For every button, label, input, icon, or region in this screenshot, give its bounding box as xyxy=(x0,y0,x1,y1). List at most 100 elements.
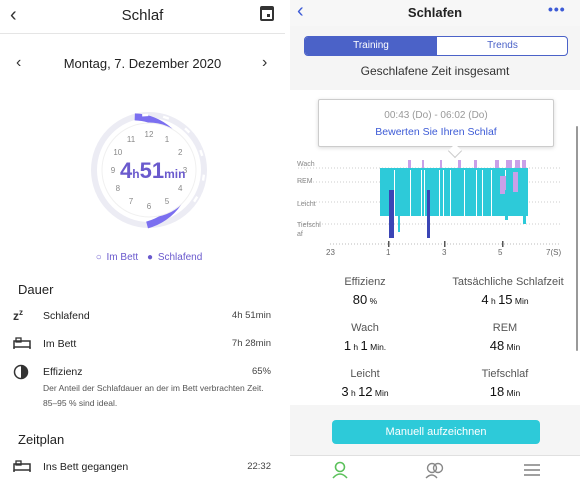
stage-transition-gap xyxy=(443,170,444,216)
asleep-gap-mark xyxy=(193,195,199,203)
asleep-gap-mark xyxy=(199,149,204,157)
sleep-detail-panel: ‹ Schlaf ‹ Montag, 7. Dezember 2020 › 12… xyxy=(0,0,285,483)
deep-sleep-segment xyxy=(427,190,430,238)
x-tick: 7(S) xyxy=(546,248,562,257)
calendar-icon[interactable] xyxy=(260,6,274,21)
hour-label: 6 xyxy=(147,202,152,211)
date-navigator: ‹ Montag, 7. Dezember 2020 › xyxy=(0,52,285,76)
page-title: Schlaf xyxy=(121,7,164,24)
stat-label-awake: Wach xyxy=(351,322,379,334)
stage-label-deep-2: af xyxy=(297,231,303,238)
manual-record-button[interactable]: Manuell aufzeichnen xyxy=(332,420,540,444)
x-tick: 5 xyxy=(498,248,503,257)
x-tick: 3 xyxy=(442,248,447,257)
duration-section-title: Dauer xyxy=(18,282,54,297)
stage-label-awake: Wach xyxy=(297,161,315,168)
tooltip-time-range: 00:43 (Do) - 06:02 (Do) xyxy=(384,110,488,121)
zzz-icon: zz xyxy=(13,308,23,323)
awake-segment xyxy=(500,176,506,194)
stat-value-light: 3 h 12 Min xyxy=(341,384,389,399)
x-tick: 23 xyxy=(326,248,335,257)
back-chevron-icon[interactable]: ‹ xyxy=(10,4,17,26)
view-segmented-control: Training Trends xyxy=(304,36,568,56)
rate-sleep-link[interactable]: Bewerten Sie Ihren Schlaf xyxy=(375,126,497,138)
bottom-tab-bar xyxy=(290,455,580,483)
current-date: Montag, 7. Dezember 2020 xyxy=(63,56,222,71)
stage-transition-gap xyxy=(439,170,440,216)
stat-label-deep: Tiefschlaf xyxy=(481,368,529,380)
header: ‹ Schlafen ••• xyxy=(290,0,580,26)
asleep-gap-mark xyxy=(162,115,170,120)
page-title: Schlafen xyxy=(407,5,463,20)
stat-value-efficiency: 80 % xyxy=(352,292,378,307)
deep-sleep-segment xyxy=(389,190,394,238)
stat-value-rem: 48 Min xyxy=(489,338,521,353)
hour-label: 11 xyxy=(127,135,136,144)
sleep-stage-chart xyxy=(298,160,560,247)
stage-transition-gap xyxy=(394,170,395,216)
stage-label-deep-1: Tiefschl xyxy=(297,222,321,229)
stage-transition-gap xyxy=(491,170,492,216)
awake-segment xyxy=(474,160,477,168)
stage-transition-gap xyxy=(482,170,483,216)
more-options-icon[interactable]: ••• xyxy=(548,1,566,17)
hour-label: 7 xyxy=(129,197,134,206)
stage-transition-gap xyxy=(410,170,411,216)
stat-value-actual-sleep: 4 h 15 Min xyxy=(481,292,529,307)
header: ‹ Schlaf xyxy=(0,0,285,34)
previous-day-chevron-icon[interactable]: ‹ xyxy=(16,54,22,71)
in-bed-legend: ○ Im Bett xyxy=(95,252,139,263)
light-segment xyxy=(505,190,508,220)
schedule-row-bedtime: Ins Bett gegangen 22:32 xyxy=(0,459,285,479)
stage-label-light: Leicht xyxy=(297,201,316,208)
stage-transition-gap xyxy=(421,170,422,216)
stage-transition-gap xyxy=(464,170,465,216)
axis-tick xyxy=(502,241,504,247)
menu-icon[interactable] xyxy=(522,461,542,479)
awake-segment xyxy=(440,160,442,168)
stage-transition-gap xyxy=(450,170,451,216)
light-segment xyxy=(398,210,400,232)
community-icon[interactable] xyxy=(424,461,444,479)
stage-transition-gap xyxy=(476,170,477,216)
stat-label-rem: REM xyxy=(492,322,518,334)
hour-label: 8 xyxy=(116,184,121,193)
sleep-dial: 12 1 2 3 4 5 6 7 8 9 10 11 4h51min xyxy=(82,92,216,246)
hour-label: 4 xyxy=(178,184,183,193)
hour-label: 12 xyxy=(145,130,154,139)
stat-label-efficiency: Effizienz xyxy=(344,276,386,288)
bed-icon xyxy=(13,336,31,352)
light-segment xyxy=(523,194,526,224)
axis-tick xyxy=(388,241,390,247)
asleep-gap-mark xyxy=(201,174,206,181)
stat-label-light: Leicht xyxy=(350,368,380,380)
awake-segment xyxy=(408,160,411,168)
tab-training[interactable]: Training xyxy=(305,37,437,55)
duration-text: 4h51min xyxy=(120,158,185,183)
schedule-section-title: Zeitplan xyxy=(18,432,65,447)
back-chevron-icon[interactable]: ‹ xyxy=(297,0,304,22)
awake-segment xyxy=(495,160,499,168)
tab-trends[interactable]: Trends xyxy=(436,37,567,55)
stage-transition-gap xyxy=(424,170,425,216)
sleep-training-panel: ‹ Schlafen ••• Training Trends Geschlafe… xyxy=(290,0,580,483)
scrollbar[interactable] xyxy=(576,126,578,351)
awake-segment xyxy=(506,160,512,168)
hour-label: 1 xyxy=(165,135,170,144)
stat-value-deep: 18 Min xyxy=(489,384,521,399)
x-tick: 1 xyxy=(386,248,391,257)
light-segment xyxy=(518,168,526,194)
hour-label: 10 xyxy=(113,148,122,157)
stage-label-rem: REM xyxy=(297,178,313,185)
person-icon[interactable] xyxy=(330,461,350,479)
asleep-gap-mark xyxy=(142,113,149,117)
awake-segment xyxy=(515,160,520,168)
duration-row-in-bed: Im Bett 7h 28min xyxy=(0,336,285,356)
hour-label: 3 xyxy=(183,166,188,175)
dial-legend: ○ Im Bett ● Schlafend xyxy=(0,252,285,263)
duration-row-asleep: zz Schlafend 4h 51min xyxy=(13,308,271,323)
next-day-chevron-icon[interactable]: › xyxy=(262,54,268,71)
duration-row-efficiency: Effizienz 65% xyxy=(0,364,285,384)
awake-segment xyxy=(513,172,521,192)
asleep-gap-mark xyxy=(184,127,191,134)
